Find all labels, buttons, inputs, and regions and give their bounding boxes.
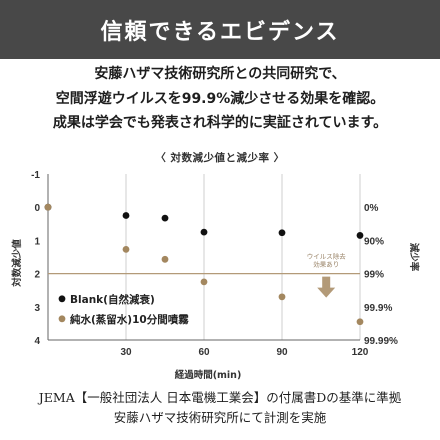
intro-text: 安藤ハザマ技術研究所との共同研究で、 空間浮遊ウイルスを99.9%減少させる効果… bbox=[0, 62, 440, 136]
data-point-series-0 bbox=[161, 214, 169, 222]
y-tick-left-label: 4 bbox=[34, 336, 40, 347]
data-point-series-0 bbox=[200, 228, 208, 236]
title-banner: 信頼できるエビデンス bbox=[0, 0, 440, 59]
data-point-series-1 bbox=[122, 245, 130, 253]
y-tick-right-label: 99.9% bbox=[364, 303, 392, 314]
y-axis-left-title: 対数減少値 bbox=[11, 239, 23, 288]
points-layer bbox=[44, 203, 364, 326]
legend-marker-0 bbox=[58, 295, 66, 303]
data-point-series-1 bbox=[200, 278, 208, 286]
page-title: 信頼できるエビデンス bbox=[100, 19, 340, 45]
legend-label-1: 純水(蒸留水)10分間噴霧 bbox=[70, 313, 189, 326]
y-tick-left-label: 0 bbox=[34, 203, 40, 214]
data-point-series-1 bbox=[278, 293, 286, 301]
legend-label-0: Blank(自然減衰) bbox=[70, 293, 155, 306]
footer-line-2: 安藤ハザマ技術研究所にて計測を実施 bbox=[113, 409, 327, 425]
y-tick-left-label: 2 bbox=[34, 270, 40, 281]
x-axis-title: 経過時間(min) bbox=[175, 369, 242, 381]
data-point-series-0 bbox=[356, 232, 364, 239]
y-tick-right-label: 90% bbox=[364, 236, 384, 247]
x-tick-label: 30 bbox=[120, 347, 132, 358]
y-tick-right-label: 0% bbox=[364, 203, 379, 214]
y-tick-left-label: 3 bbox=[34, 303, 40, 314]
down-arrow-icon bbox=[317, 276, 336, 298]
x-tick-label: 60 bbox=[198, 347, 210, 358]
annotation-label: ウイルス除去 bbox=[307, 252, 347, 261]
data-point-series-1 bbox=[161, 255, 169, 263]
y-tick-right-label: 99% bbox=[364, 270, 384, 281]
y-tick-left-label: -1 bbox=[31, 170, 40, 181]
intro-line-3: 成果は学会でも発表され科学的に実証されています。 bbox=[52, 115, 388, 131]
footer-line-1: JEMA【一般社団法人 日本電機工業会】の付属書Dの基準に準拠 bbox=[38, 390, 402, 405]
intro-line-2: 空間浮遊ウイルスを99.9%減少させる効果を確認。 bbox=[55, 90, 385, 107]
y-axis-right-title: 減少率 bbox=[408, 243, 420, 272]
annotation-label: 効果あり bbox=[313, 260, 339, 269]
legend-marker-1 bbox=[58, 315, 66, 323]
y-tick-right-label: 99.99% bbox=[364, 336, 398, 347]
data-point-series-1 bbox=[356, 318, 364, 326]
chart-title: 〈 対数減少値と減少率 〉 bbox=[155, 152, 285, 164]
grid-layer bbox=[125, 174, 361, 340]
intro-line-1: 安藤ハザマ技術研究所との共同研究で、 bbox=[94, 66, 346, 82]
y-tick-left-label: 1 bbox=[34, 236, 40, 247]
footer-text: JEMA【一般社団法人 日本電機工業会】の付属書Dの基準に準拠 安藤ハザマ技術研… bbox=[0, 388, 440, 427]
x-tick-label: 90 bbox=[276, 347, 288, 358]
x-tick-label: 120 bbox=[352, 347, 369, 358]
legend: Blank(自然減衰) 純水(蒸留水)10分間噴霧 bbox=[58, 293, 189, 326]
axis-layer: -1 0 1 2 3 4 0% 90% 99% 99.9% 99.99% 30 60 90 120 経過時間(… bbox=[11, 170, 420, 381]
data-point-series-1 bbox=[44, 203, 52, 211]
data-point-series-0 bbox=[122, 212, 130, 219]
log-reduction-chart: -1 0 1 2 3 4 0% 90% 99% 99.9% 99.99% 30 60 90 120 経過時間(… bbox=[11, 170, 420, 381]
data-point-series-0 bbox=[278, 229, 286, 237]
